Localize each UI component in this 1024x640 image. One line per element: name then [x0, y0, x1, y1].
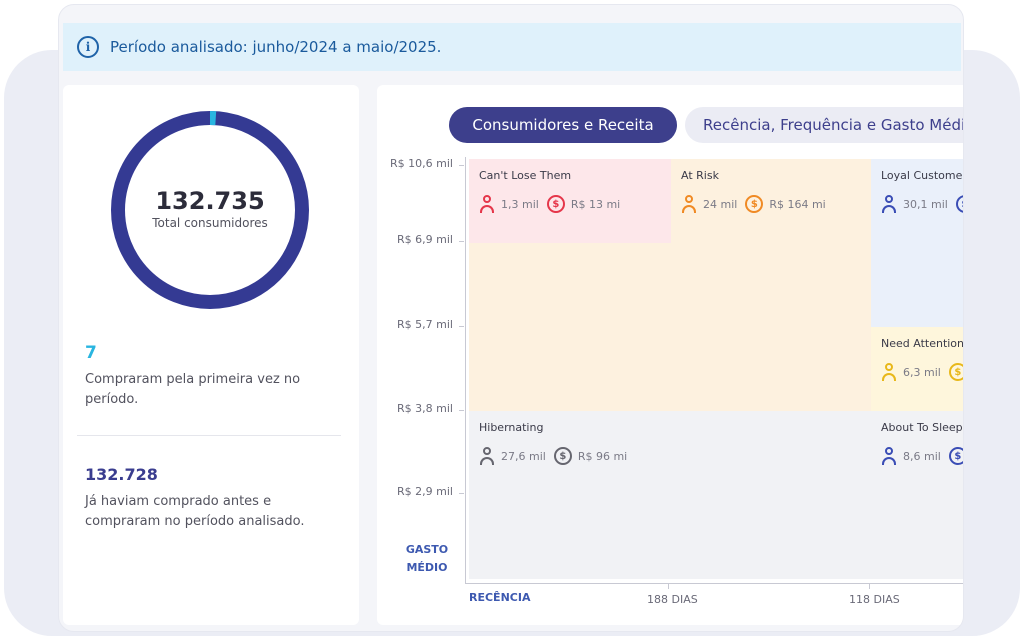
segment-cant-lose-them[interactable]: Can't Lose Them 1,3 mil $ R$ 13 mi	[469, 159, 671, 243]
y-tick	[459, 326, 464, 327]
y-tick-label: R$ 5,7 mil	[397, 318, 453, 331]
x-axis	[465, 583, 963, 584]
segment-name: Need Attention	[881, 337, 964, 350]
tab-consumers-revenue[interactable]: Consumidores e Receita	[449, 107, 677, 143]
x-tick	[668, 583, 669, 589]
segment-customers: 1,3 mil	[501, 197, 539, 211]
segment-about-to-sleep[interactable]: About To Sleep 8,6 mil $	[871, 411, 963, 579]
segment-stats: 8,6 mil $	[881, 447, 963, 465]
person-icon	[479, 447, 495, 465]
segment-stats: 24 mil $ R$ 164 mi	[681, 195, 826, 213]
segment-name: Can't Lose Them	[479, 169, 572, 182]
summary-card: 132.735 Total consumidores 7 Compraram p…	[63, 85, 359, 625]
info-icon: i	[77, 36, 99, 58]
report-window: i Período analisado: junho/2024 a maio/2…	[58, 4, 964, 632]
total-consumers-label: Total consumidores	[152, 216, 268, 230]
segment-loyal-customers[interactable]: Loyal Customers 30,1 mil $	[871, 159, 964, 327]
y-tick	[459, 410, 464, 411]
segments-card: Consumidores e Receita Recência, Frequên…	[377, 85, 964, 625]
segment-customers: 30,1 mil	[903, 197, 948, 211]
segment-customers: 6,3 mil	[903, 365, 941, 379]
segment-stats: 6,3 mil $	[881, 363, 963, 381]
y-tick	[459, 493, 464, 494]
person-icon	[881, 447, 897, 465]
segment-revenue: R$ 13 mi	[570, 197, 621, 211]
x-tick	[869, 583, 870, 589]
segment-name: Loyal Customers	[881, 169, 964, 182]
x-axis-title: RECÊNCIA	[469, 591, 531, 604]
segment-customers: 27,6 mil	[501, 449, 546, 463]
segment-hibernating[interactable]: Hibernating 27,6 mil $ R$ 96 mi	[469, 411, 871, 579]
y-axis	[465, 157, 466, 583]
segment-stats: 30,1 mil $	[881, 195, 963, 213]
returning-customers-desc: Já haviam comprado antes e compraram no …	[85, 494, 305, 529]
x-tick-label: 118 DIAS	[849, 593, 900, 606]
segment-stats: 1,3 mil $ R$ 13 mi	[479, 195, 620, 213]
dollar-coin-icon: $	[955, 195, 963, 213]
y-axis-title: GASTO MÉDIO	[405, 543, 449, 574]
segment-name: At Risk	[681, 169, 719, 182]
segment-name: Hibernating	[479, 421, 544, 434]
y-tick-label: R$ 10,6 mil	[390, 157, 453, 170]
person-icon	[881, 195, 897, 213]
new-customers-count: 7	[85, 343, 97, 363]
total-consumers-value: 132.735	[155, 187, 265, 215]
dollar-coin-icon: $	[745, 195, 764, 213]
tab-recency-frequency[interactable]: Recência, Frequência e Gasto Médio	[685, 107, 963, 143]
segment-revenue: R$ 164 mi	[769, 197, 826, 211]
segment-stats: 27,6 mil $ R$ 96 mi	[479, 447, 627, 465]
new-customers-desc: Compraram pela primeira vez no período.	[85, 372, 301, 407]
y-tick	[459, 241, 464, 242]
y-tick-label: R$ 2,9 mil	[397, 485, 453, 498]
segment-revenue: R$ 96 mi	[577, 449, 628, 463]
dollar-coin-icon: $	[546, 195, 565, 213]
segment-customers: 24 mil	[703, 197, 738, 211]
dollar-coin-icon: $	[553, 447, 572, 465]
returning-customers-count: 132.728	[85, 465, 158, 484]
divider	[77, 435, 341, 436]
segment-at-risk-area	[469, 243, 671, 411]
y-tick-label: R$ 3,8 mil	[397, 402, 453, 415]
segment-customers: 8,6 mil	[903, 449, 941, 463]
segment-need-attention[interactable]: Need Attention 6,3 mil $	[871, 327, 964, 411]
person-icon	[881, 363, 897, 381]
segment-at-risk[interactable]: At Risk 24 mil $ R$ 164 mi	[671, 159, 871, 411]
person-icon	[479, 195, 495, 213]
person-icon	[681, 195, 697, 213]
y-tick	[459, 165, 464, 166]
x-tick-label: 188 DIAS	[647, 593, 698, 606]
dollar-coin-icon: $	[948, 363, 963, 381]
y-tick-label: R$ 6,9 mil	[397, 233, 453, 246]
period-banner: i Período analisado: junho/2024 a maio/2…	[63, 23, 961, 71]
consumers-donut	[111, 111, 309, 309]
segment-name: About To Sleep	[881, 421, 963, 434]
dollar-coin-icon: $	[948, 447, 963, 465]
period-text: Período analisado: junho/2024 a maio/202…	[110, 38, 442, 56]
